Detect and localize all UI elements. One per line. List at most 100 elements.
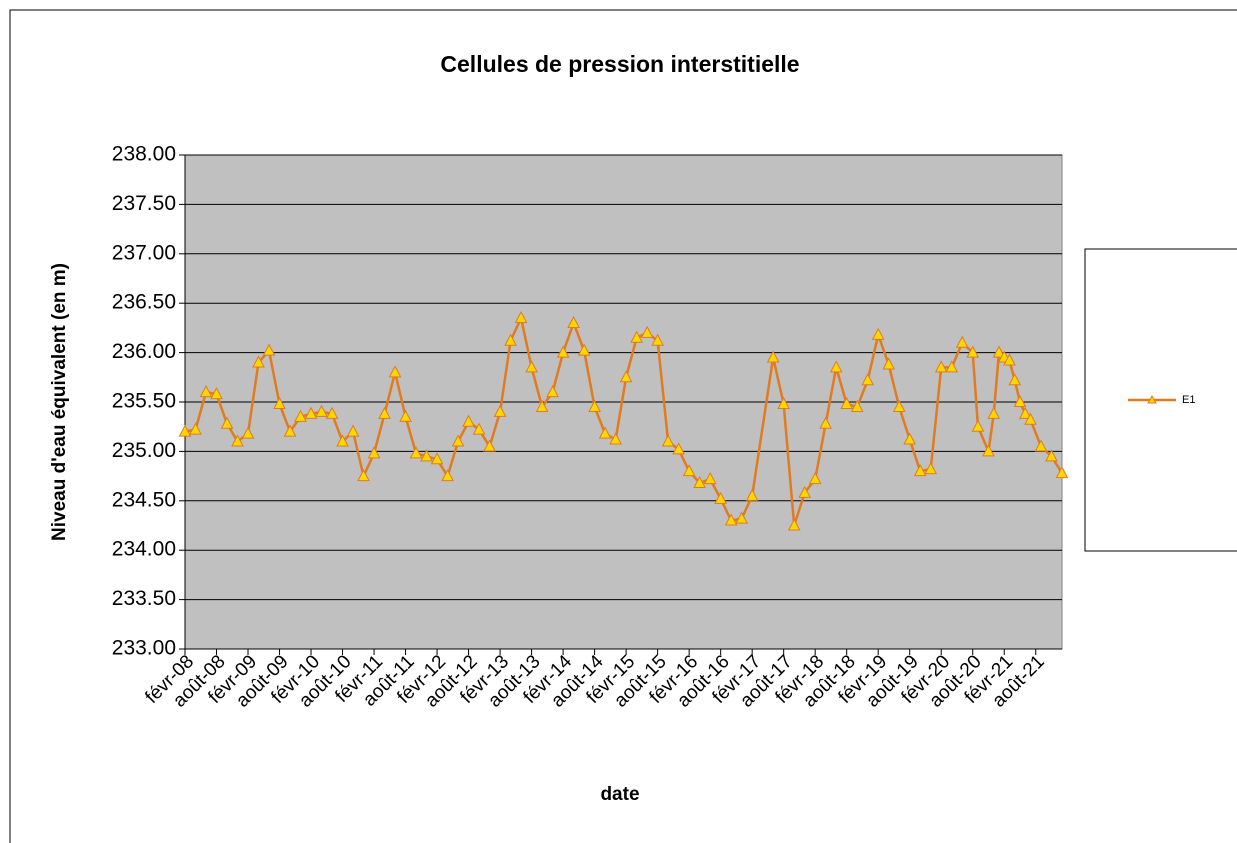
- point-marker: [178, 424, 192, 437]
- point-marker: [703, 471, 717, 485]
- point-marker: [735, 511, 748, 524]
- point-marker: [882, 357, 896, 370]
- y-tick-label: 236.50: [112, 291, 176, 314]
- point-marker: [525, 360, 538, 373]
- point-marker: [850, 399, 864, 412]
- point-marker: [1013, 394, 1027, 407]
- point-marker: [798, 485, 812, 498]
- y-tick-label: 236.00: [112, 340, 176, 363]
- y-tick-label: 238.00: [112, 143, 176, 166]
- point-marker: [577, 343, 591, 356]
- point-marker: [231, 434, 244, 447]
- point-marker: [189, 422, 202, 435]
- point-marker: [630, 330, 643, 343]
- point-marker: [462, 414, 475, 427]
- point-marker: [294, 409, 307, 422]
- point-marker: [724, 513, 738, 526]
- point-marker: [619, 370, 633, 383]
- point-marker: [336, 434, 349, 447]
- legend-marker: [1147, 394, 1157, 404]
- point-marker: [829, 360, 843, 373]
- point-marker: [787, 518, 801, 531]
- point-marker: [808, 471, 822, 485]
- point-marker: [609, 432, 622, 445]
- y-tick-label: 235.50: [112, 390, 176, 413]
- y-tick-label: 234.50: [112, 488, 176, 511]
- point-marker: [1055, 466, 1069, 479]
- point-marker: [367, 446, 381, 459]
- point-marker: [241, 426, 255, 439]
- point-marker: [1045, 449, 1058, 462]
- point-marker: [819, 416, 833, 429]
- point-marker: [1008, 373, 1022, 386]
- point-marker: [315, 404, 328, 417]
- point-marker: [420, 449, 433, 462]
- point-marker: [982, 444, 995, 457]
- y-tick-label: 234.00: [112, 538, 176, 561]
- y-tick-label: 233.00: [112, 637, 176, 660]
- series-line: [184, 314, 1064, 526]
- point-marker: [693, 475, 706, 489]
- point-marker: [955, 335, 969, 348]
- point-marker: [661, 434, 675, 447]
- point-marker: [472, 422, 486, 435]
- point-marker: [966, 345, 980, 358]
- point-marker: [535, 399, 549, 412]
- point-marker: [378, 406, 391, 419]
- y-tick-label: 237.50: [112, 192, 176, 215]
- point-marker: [504, 333, 517, 346]
- point-marker: [871, 327, 885, 340]
- point-marker: [672, 442, 685, 455]
- point-marker: [777, 396, 790, 409]
- point-marker: [546, 385, 559, 398]
- y-tick-label: 233.50: [112, 587, 176, 610]
- point-marker: [346, 424, 360, 437]
- point-marker: [1003, 353, 1016, 366]
- point-marker: [567, 315, 580, 328]
- point-marker: [483, 439, 496, 452]
- point-marker: [325, 406, 339, 419]
- legend-label: E1: [1182, 394, 1195, 406]
- point-marker: [1034, 439, 1048, 452]
- point-marker: [682, 464, 696, 477]
- point-marker: [357, 469, 370, 482]
- point-marker: [252, 355, 265, 368]
- chart-title: Cellules de pression interstitielle: [440, 51, 799, 77]
- point-marker: [220, 416, 234, 429]
- point-marker: [640, 325, 654, 338]
- point-marker: [514, 310, 528, 324]
- x-axis-label: date: [600, 784, 639, 805]
- y-tick-label: 235.00: [112, 439, 176, 462]
- point-marker: [388, 365, 402, 378]
- point-marker: [262, 343, 276, 356]
- point-marker: [430, 452, 444, 465]
- point-marker: [892, 399, 906, 412]
- point-marker: [283, 424, 297, 437]
- point-marker: [945, 360, 959, 373]
- point-marker: [840, 396, 854, 409]
- point-marker: [992, 345, 1006, 358]
- point-marker: [210, 387, 223, 400]
- point-marker: [924, 462, 938, 475]
- point-marker: [441, 469, 454, 482]
- point-marker: [273, 396, 286, 409]
- point-marker: [598, 426, 612, 439]
- point-marker: [451, 434, 465, 447]
- point-marker: [714, 491, 727, 504]
- point-marker: [1024, 412, 1037, 425]
- point-marker: [987, 406, 1001, 419]
- point-marker: [651, 333, 664, 346]
- point-marker: [903, 432, 917, 445]
- point-marker: [913, 464, 927, 477]
- y-tick-label: 237.00: [112, 241, 176, 264]
- point-marker: [399, 409, 412, 422]
- point-marker: [861, 373, 875, 386]
- point-marker: [493, 404, 507, 417]
- point-marker: [556, 345, 570, 358]
- point-marker: [588, 399, 601, 412]
- point-marker: [971, 419, 985, 432]
- point-marker: [745, 488, 759, 501]
- point-marker: [934, 360, 948, 373]
- point-marker: [409, 446, 423, 459]
